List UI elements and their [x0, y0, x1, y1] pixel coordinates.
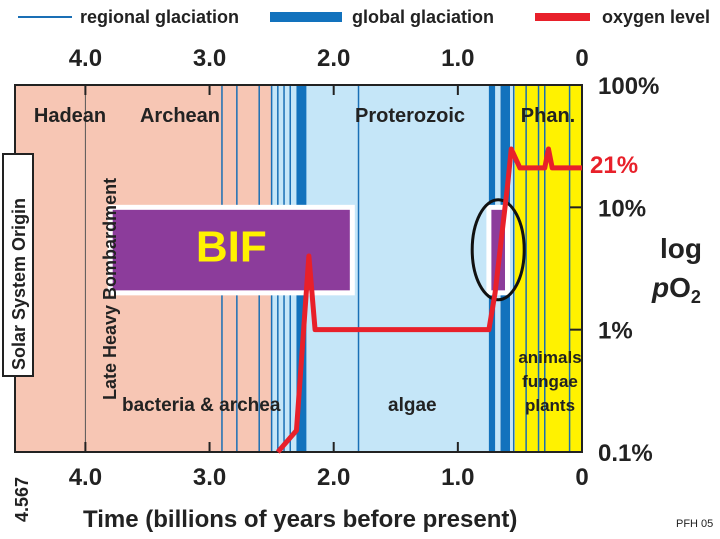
x-tick-label-bottom: 1.0 [441, 464, 474, 491]
fungae-label: fungae [522, 372, 578, 391]
oxygen-level-line [275, 146, 582, 454]
y-axis-title-p: p [651, 272, 669, 303]
x-tick-label-bottom: 0 [575, 464, 588, 491]
eon-label: Proterozoic [355, 105, 465, 127]
x-ticks-bottom: 4.0 3.0 2.0 1.0 0 [69, 464, 589, 491]
y-ticks: 100% 10% 1% 0.1% [598, 73, 659, 467]
y-axis-title-log: log [660, 233, 702, 264]
legend-oxygen-label: oxygen level [602, 7, 710, 27]
eon-label: Archean [140, 105, 220, 127]
lhb-label: Late Heavy Bombardment [100, 178, 120, 400]
animals-label: animals [518, 348, 581, 367]
start-age-label: 4.567 [12, 477, 32, 522]
plot-area: BIF [14, 84, 583, 454]
algae-label: algae [388, 395, 437, 416]
x-tick-label-bottom: 3.0 [193, 464, 226, 491]
plants-label: plants [525, 396, 575, 415]
x-tick-label-bottom: 2.0 [317, 464, 350, 491]
x-ticks-top: 4.0 3.0 2.0 1.0 0 [69, 45, 589, 72]
credit-label: PFH 05 [676, 518, 713, 530]
x-axis-title: Time (billions of years before present) [83, 506, 517, 533]
eon-label: Hadean [34, 105, 106, 127]
oxygen-end-label: 21% [590, 152, 638, 179]
eon-labels: Hadean Archean Proterozoic Phan. [34, 105, 575, 127]
legend: regional glaciation global glaciation ox… [18, 7, 710, 27]
x-tick-label-top: 3.0 [193, 45, 226, 72]
legend-global-label: global glaciation [352, 7, 494, 27]
x-tick-label-top: 2.0 [317, 45, 350, 72]
bacteria-label: bacteria & archea [122, 395, 281, 416]
solar-origin-box: Solar System Origin [2, 153, 34, 377]
y-tick-label: 1% [598, 318, 633, 345]
y-tick-label: 100% [598, 73, 659, 100]
x-tick-label-top: 1.0 [441, 45, 474, 72]
x-tick-label-bottom: 4.0 [69, 464, 102, 491]
y-axis-title-2: 2 [691, 287, 701, 307]
eon-label: Phan. [521, 105, 575, 127]
solar-origin-label: Solar System Origin [9, 198, 29, 370]
bif-label: BIF [196, 223, 267, 272]
legend-global-swatch [270, 12, 342, 22]
y-tick-label: 0.1% [598, 440, 653, 467]
bif-highlight-ellipse [470, 198, 526, 302]
y-tick-label: 10% [598, 195, 646, 222]
legend-regional-label: regional glaciation [80, 7, 239, 27]
y-axis-title-po2: pO2 [651, 272, 701, 307]
y-axis-title-o: O [669, 272, 691, 303]
x-tick-label-top: 0 [575, 45, 588, 72]
x-tick-label-top: 4.0 [69, 45, 102, 72]
